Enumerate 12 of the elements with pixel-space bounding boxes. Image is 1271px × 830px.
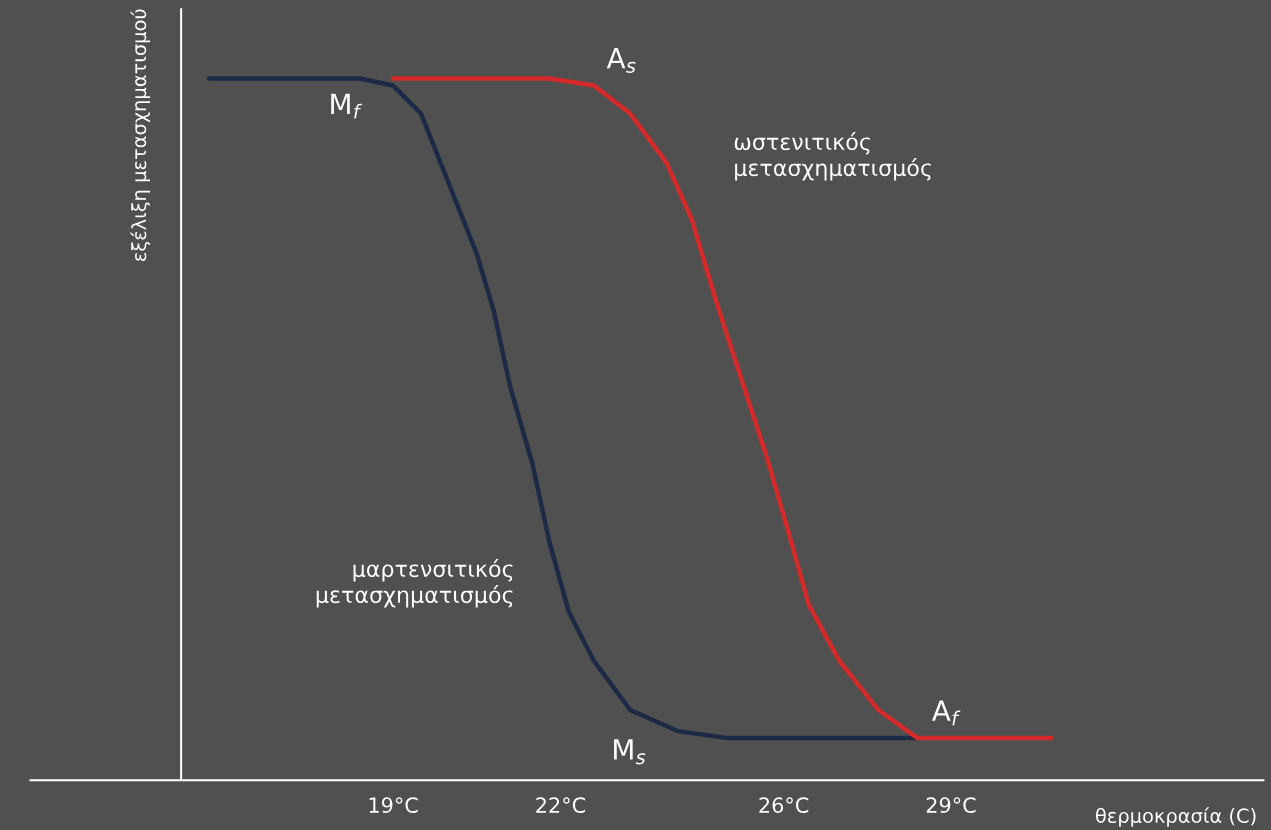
x-tick-label: 22°C [536, 797, 586, 813]
x-tick-label: 29°C [926, 797, 976, 813]
x-axis-title: θερμοκρασία (C) [1095, 807, 1256, 827]
y-axis-title: εξέλιξη μετασχηματισμού [130, 9, 151, 261]
annotation: A$_{s}$ [606, 47, 636, 73]
annotation: μαρτενσιτικός μετασχηματισμός [316, 559, 513, 608]
x-tick-label: 26°C [759, 797, 809, 813]
annotation: M$_{f}$ [331, 93, 363, 119]
annotation: A$_{f}$ [932, 700, 961, 726]
annotation: ωστενιτικός μετασχηματισμός [734, 132, 931, 181]
annotation: M$_{s}$ [614, 739, 646, 765]
x-tick-label: 19°C [369, 797, 418, 813]
